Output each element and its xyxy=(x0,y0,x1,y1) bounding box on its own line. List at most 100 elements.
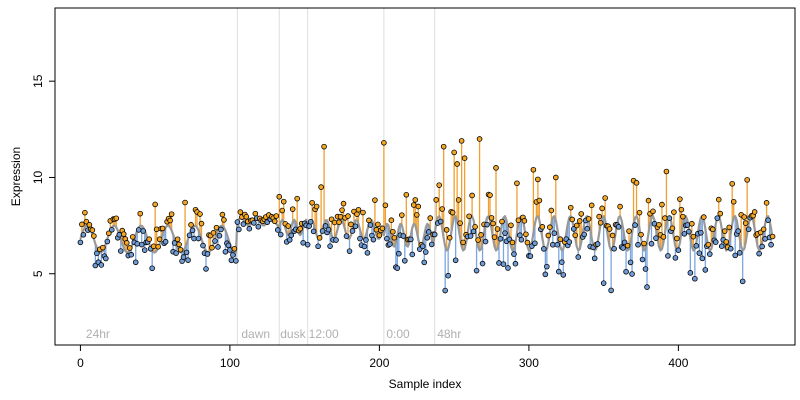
sample-point xyxy=(109,226,115,233)
sample-point xyxy=(361,243,368,250)
sample-point xyxy=(532,240,538,247)
sample-point xyxy=(177,246,184,253)
sample-point xyxy=(644,284,650,290)
sample-point xyxy=(765,217,771,223)
sample-point xyxy=(663,168,670,175)
sample-point xyxy=(106,230,112,237)
sample-point xyxy=(402,257,408,264)
sample-point xyxy=(639,256,646,263)
sample-point xyxy=(638,231,644,238)
sample-point xyxy=(729,180,736,187)
sample-point xyxy=(246,225,253,232)
sample-point xyxy=(715,196,722,203)
sample-point xyxy=(375,221,381,228)
sample-point xyxy=(240,221,247,227)
sample-point xyxy=(204,251,211,257)
sample-point xyxy=(523,231,529,238)
x-tick-label: 100 xyxy=(220,356,240,370)
fitted-line xyxy=(79,215,774,254)
sample-point xyxy=(442,287,448,294)
sample-point xyxy=(316,235,323,241)
sample-point xyxy=(642,266,649,272)
sample-point xyxy=(288,232,295,239)
sample-point xyxy=(327,243,333,249)
sample-point xyxy=(286,237,293,243)
sample-point xyxy=(569,216,576,223)
sample-point xyxy=(156,236,163,243)
x-tick-label: 400 xyxy=(668,356,688,370)
sample-point xyxy=(547,224,553,230)
sample-point xyxy=(578,211,585,217)
sample-point xyxy=(512,260,519,267)
sample-point xyxy=(457,220,463,226)
sample-point xyxy=(675,247,682,253)
sample-point xyxy=(472,224,478,230)
sample-point xyxy=(744,177,750,183)
sample-point xyxy=(433,197,440,203)
sample-point xyxy=(120,231,127,237)
sample-point xyxy=(149,265,155,272)
sample-point xyxy=(274,227,281,233)
sample-point xyxy=(473,267,480,274)
sample-point xyxy=(100,244,106,251)
sample-point xyxy=(183,249,190,256)
sample-point xyxy=(428,241,435,248)
sample-point xyxy=(488,215,495,221)
sample-point xyxy=(180,254,187,260)
stems xyxy=(79,138,774,291)
sample-point xyxy=(730,198,737,205)
sample-point xyxy=(357,235,363,242)
sample-point xyxy=(425,229,432,235)
sample-point xyxy=(421,259,428,266)
sample-point xyxy=(135,227,142,233)
sample-point xyxy=(94,250,100,257)
sample-point xyxy=(209,244,215,251)
sample-point xyxy=(508,222,514,229)
sample-point xyxy=(573,222,580,229)
sample-point xyxy=(763,200,770,206)
sample-point xyxy=(449,209,456,216)
sample-point xyxy=(635,241,641,248)
sample-point xyxy=(419,243,426,250)
sample-point xyxy=(215,244,221,250)
sample-point xyxy=(536,197,543,204)
sample-point xyxy=(174,236,181,243)
sample-point xyxy=(741,214,747,220)
sample-point xyxy=(686,228,692,235)
sample-point xyxy=(103,255,109,262)
sample-point xyxy=(530,166,537,173)
sample-point xyxy=(745,226,752,233)
sample-point xyxy=(252,210,259,217)
sample-point xyxy=(466,213,472,220)
sample-point xyxy=(271,218,278,225)
sample-point xyxy=(706,251,713,257)
sample-point xyxy=(611,245,617,252)
sample-point xyxy=(427,215,434,221)
sample-point xyxy=(769,233,776,240)
sample-point xyxy=(615,224,622,230)
sample-point xyxy=(117,248,124,254)
sample-point xyxy=(80,231,87,238)
sample-point xyxy=(159,225,166,232)
sample-point xyxy=(129,234,136,240)
sample-point xyxy=(233,258,239,264)
sample-point xyxy=(555,268,562,275)
sample-point xyxy=(665,253,671,259)
sample-point xyxy=(567,204,574,211)
sample-point xyxy=(279,207,286,214)
sample-point xyxy=(712,239,719,245)
sample-point xyxy=(294,195,300,202)
sample-point xyxy=(439,206,445,212)
sample-point xyxy=(182,199,188,206)
sample-point xyxy=(497,235,504,242)
sample-point xyxy=(372,197,378,203)
sample-point xyxy=(221,217,227,223)
phase-annotation: 24hr xyxy=(86,327,110,341)
sample-point xyxy=(624,242,631,249)
sample-point xyxy=(230,252,236,258)
sample-point xyxy=(727,245,734,252)
sample-point xyxy=(620,245,626,251)
sample-point xyxy=(348,221,354,228)
sample-point xyxy=(231,245,238,252)
